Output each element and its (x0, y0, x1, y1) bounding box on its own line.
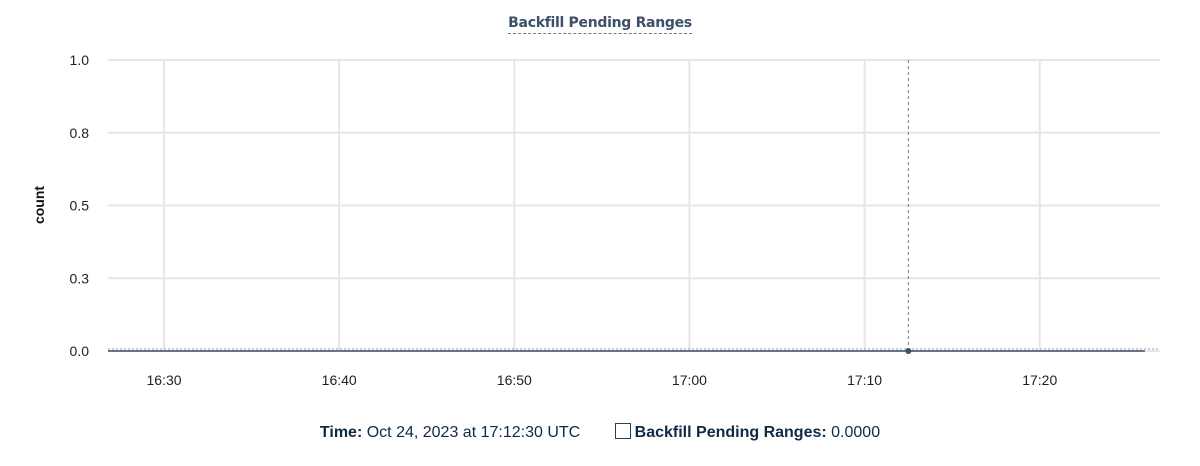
chart-title-text[interactable]: Backfill Pending Ranges (508, 15, 692, 34)
hover-point (905, 348, 912, 354)
x-tick-label: 16:40 (322, 372, 357, 388)
y-tick-label: 1.0 (70, 52, 90, 68)
x-tick-label: 16:30 (147, 372, 182, 388)
y-tick-label: 0.0 (70, 343, 90, 359)
series-value: 0.0000 (831, 424, 881, 441)
time-label: Time: (319, 424, 363, 441)
series-label: Backfill Pending Ranges: (634, 424, 827, 441)
series-checkbox[interactable] (614, 423, 631, 439)
y-axis-label: count (31, 186, 47, 224)
time-value: Oct 24, 2023 at 17:12:30 UTC (366, 424, 581, 441)
chart-title[interactable]: Backfill Pending Ranges (0, 14, 1200, 34)
x-tick-label: 17:10 (847, 372, 882, 388)
x-tick-label: 17:20 (1022, 372, 1057, 388)
x-tick-label: 16:50 (497, 372, 532, 388)
y-tick-label: 0.5 (70, 198, 90, 214)
hover-legend: Time: Oct 24, 2023 at 17:12:30 UTC Backf… (0, 423, 1200, 442)
y-tick-label: 0.8 (70, 125, 90, 141)
x-tick-label: 17:00 (672, 372, 707, 388)
y-tick-label: 0.3 (70, 270, 90, 286)
